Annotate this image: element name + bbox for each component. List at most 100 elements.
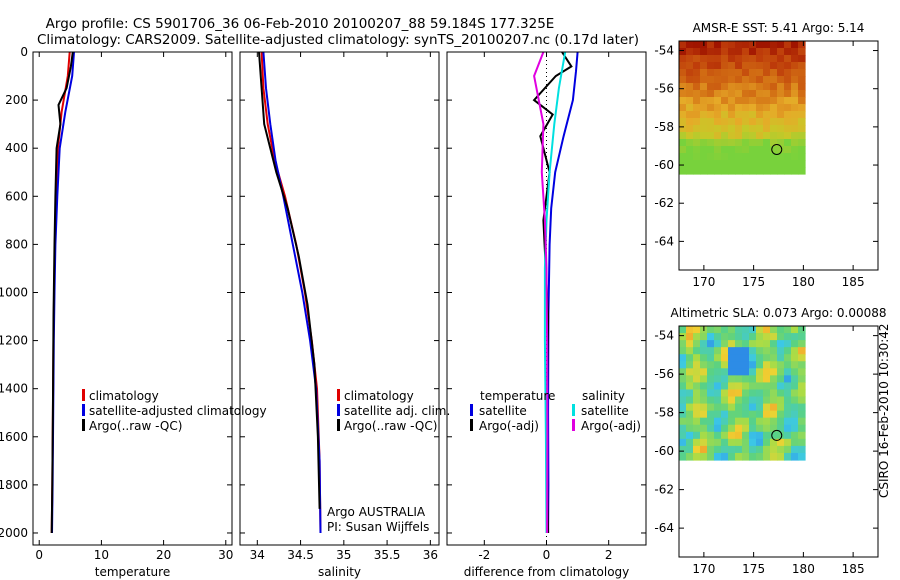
field-cell (791, 139, 799, 147)
field-cell (721, 125, 729, 133)
field-cell (714, 104, 722, 112)
y-tick-label: -64 (654, 521, 674, 535)
field-cell (700, 333, 708, 341)
field-cell (791, 396, 799, 405)
field-cell (721, 167, 729, 175)
field-cell (686, 403, 694, 412)
field-cell (770, 125, 778, 133)
field-cell (798, 160, 806, 168)
field-cell (784, 382, 792, 391)
field-cell (756, 417, 764, 426)
field-cell (707, 83, 715, 91)
field-image (679, 326, 806, 461)
field-cell (791, 111, 799, 119)
field-cell (777, 389, 785, 398)
field-cell (756, 340, 764, 348)
field-cell (791, 375, 799, 384)
x-tick-label: 170 (692, 275, 715, 289)
field-cell (742, 347, 750, 355)
legend-label: satellite-adjusted climatology (89, 404, 267, 418)
field-cell (770, 139, 778, 147)
field-cell (749, 132, 757, 140)
x-tick-label: 180 (792, 275, 815, 289)
field-cell (784, 55, 792, 63)
field-cell (728, 403, 736, 412)
field-cell (749, 403, 757, 412)
field-cell (735, 382, 743, 391)
field-cell (777, 160, 785, 168)
field-cell (742, 97, 750, 105)
y-tick-label: -60 (654, 444, 674, 458)
field-cell (686, 146, 694, 154)
field-cell (686, 69, 694, 77)
y-tick-label: -56 (654, 367, 674, 381)
field-cell (707, 382, 715, 391)
field-cell (756, 445, 764, 454)
field-cell (742, 104, 750, 112)
field-cell (798, 431, 806, 440)
field-cell (742, 333, 750, 341)
field-cell (742, 69, 750, 77)
field-cell (749, 139, 757, 147)
legend-swatch (82, 389, 85, 401)
field-cell (742, 48, 750, 56)
field-cell (679, 354, 687, 362)
field-cell (686, 410, 694, 419)
field-cell (700, 452, 708, 461)
field-cell (728, 69, 736, 77)
field-cell (763, 41, 771, 49)
field-cell (763, 354, 771, 362)
field-cell (763, 403, 771, 412)
field-cell (679, 389, 687, 398)
field-cell (686, 55, 694, 63)
field-cell (742, 424, 750, 433)
field-cell (700, 132, 708, 140)
field-cell (798, 445, 806, 454)
field-cell (693, 382, 701, 391)
field-cell (728, 41, 736, 49)
field-cell (686, 445, 694, 454)
legend-swatch (337, 389, 340, 401)
field-cell (791, 445, 799, 454)
field-cell (756, 347, 764, 355)
field-cell (770, 55, 778, 63)
field-cell (777, 111, 785, 119)
field-cell (763, 361, 771, 369)
field-cell (714, 125, 722, 133)
legend-label: satellite (581, 404, 629, 418)
field-cell (728, 90, 736, 98)
field-cell (798, 410, 806, 419)
field-cell (707, 340, 715, 348)
field-cell (679, 76, 687, 84)
field-cell (756, 146, 764, 154)
field-cell (679, 62, 687, 70)
field-cell (763, 132, 771, 140)
field-cell (679, 132, 687, 140)
field-cell (707, 167, 715, 175)
field-cell (742, 139, 750, 147)
field-cell (756, 104, 764, 112)
field-cell (693, 125, 701, 133)
field-cell (749, 424, 757, 433)
field-image (679, 41, 806, 175)
field-cell (770, 333, 778, 341)
field-cell (791, 69, 799, 77)
field-cell (693, 326, 701, 334)
field-cell (770, 431, 778, 440)
field-cell (770, 396, 778, 405)
legend-swatch (572, 419, 575, 431)
field-cell (777, 354, 785, 362)
field-cell (679, 375, 687, 384)
field-cell (742, 125, 750, 133)
field-cell (742, 375, 750, 384)
field-cell (679, 55, 687, 63)
field-cell (714, 118, 722, 126)
legend-swatch (337, 404, 340, 416)
field-cell (784, 452, 792, 461)
field-cell (742, 438, 750, 447)
field-cell (798, 340, 806, 348)
field-cell (693, 55, 701, 63)
field-cell (777, 445, 785, 454)
field-cell (693, 90, 701, 98)
field-cell (784, 76, 792, 84)
